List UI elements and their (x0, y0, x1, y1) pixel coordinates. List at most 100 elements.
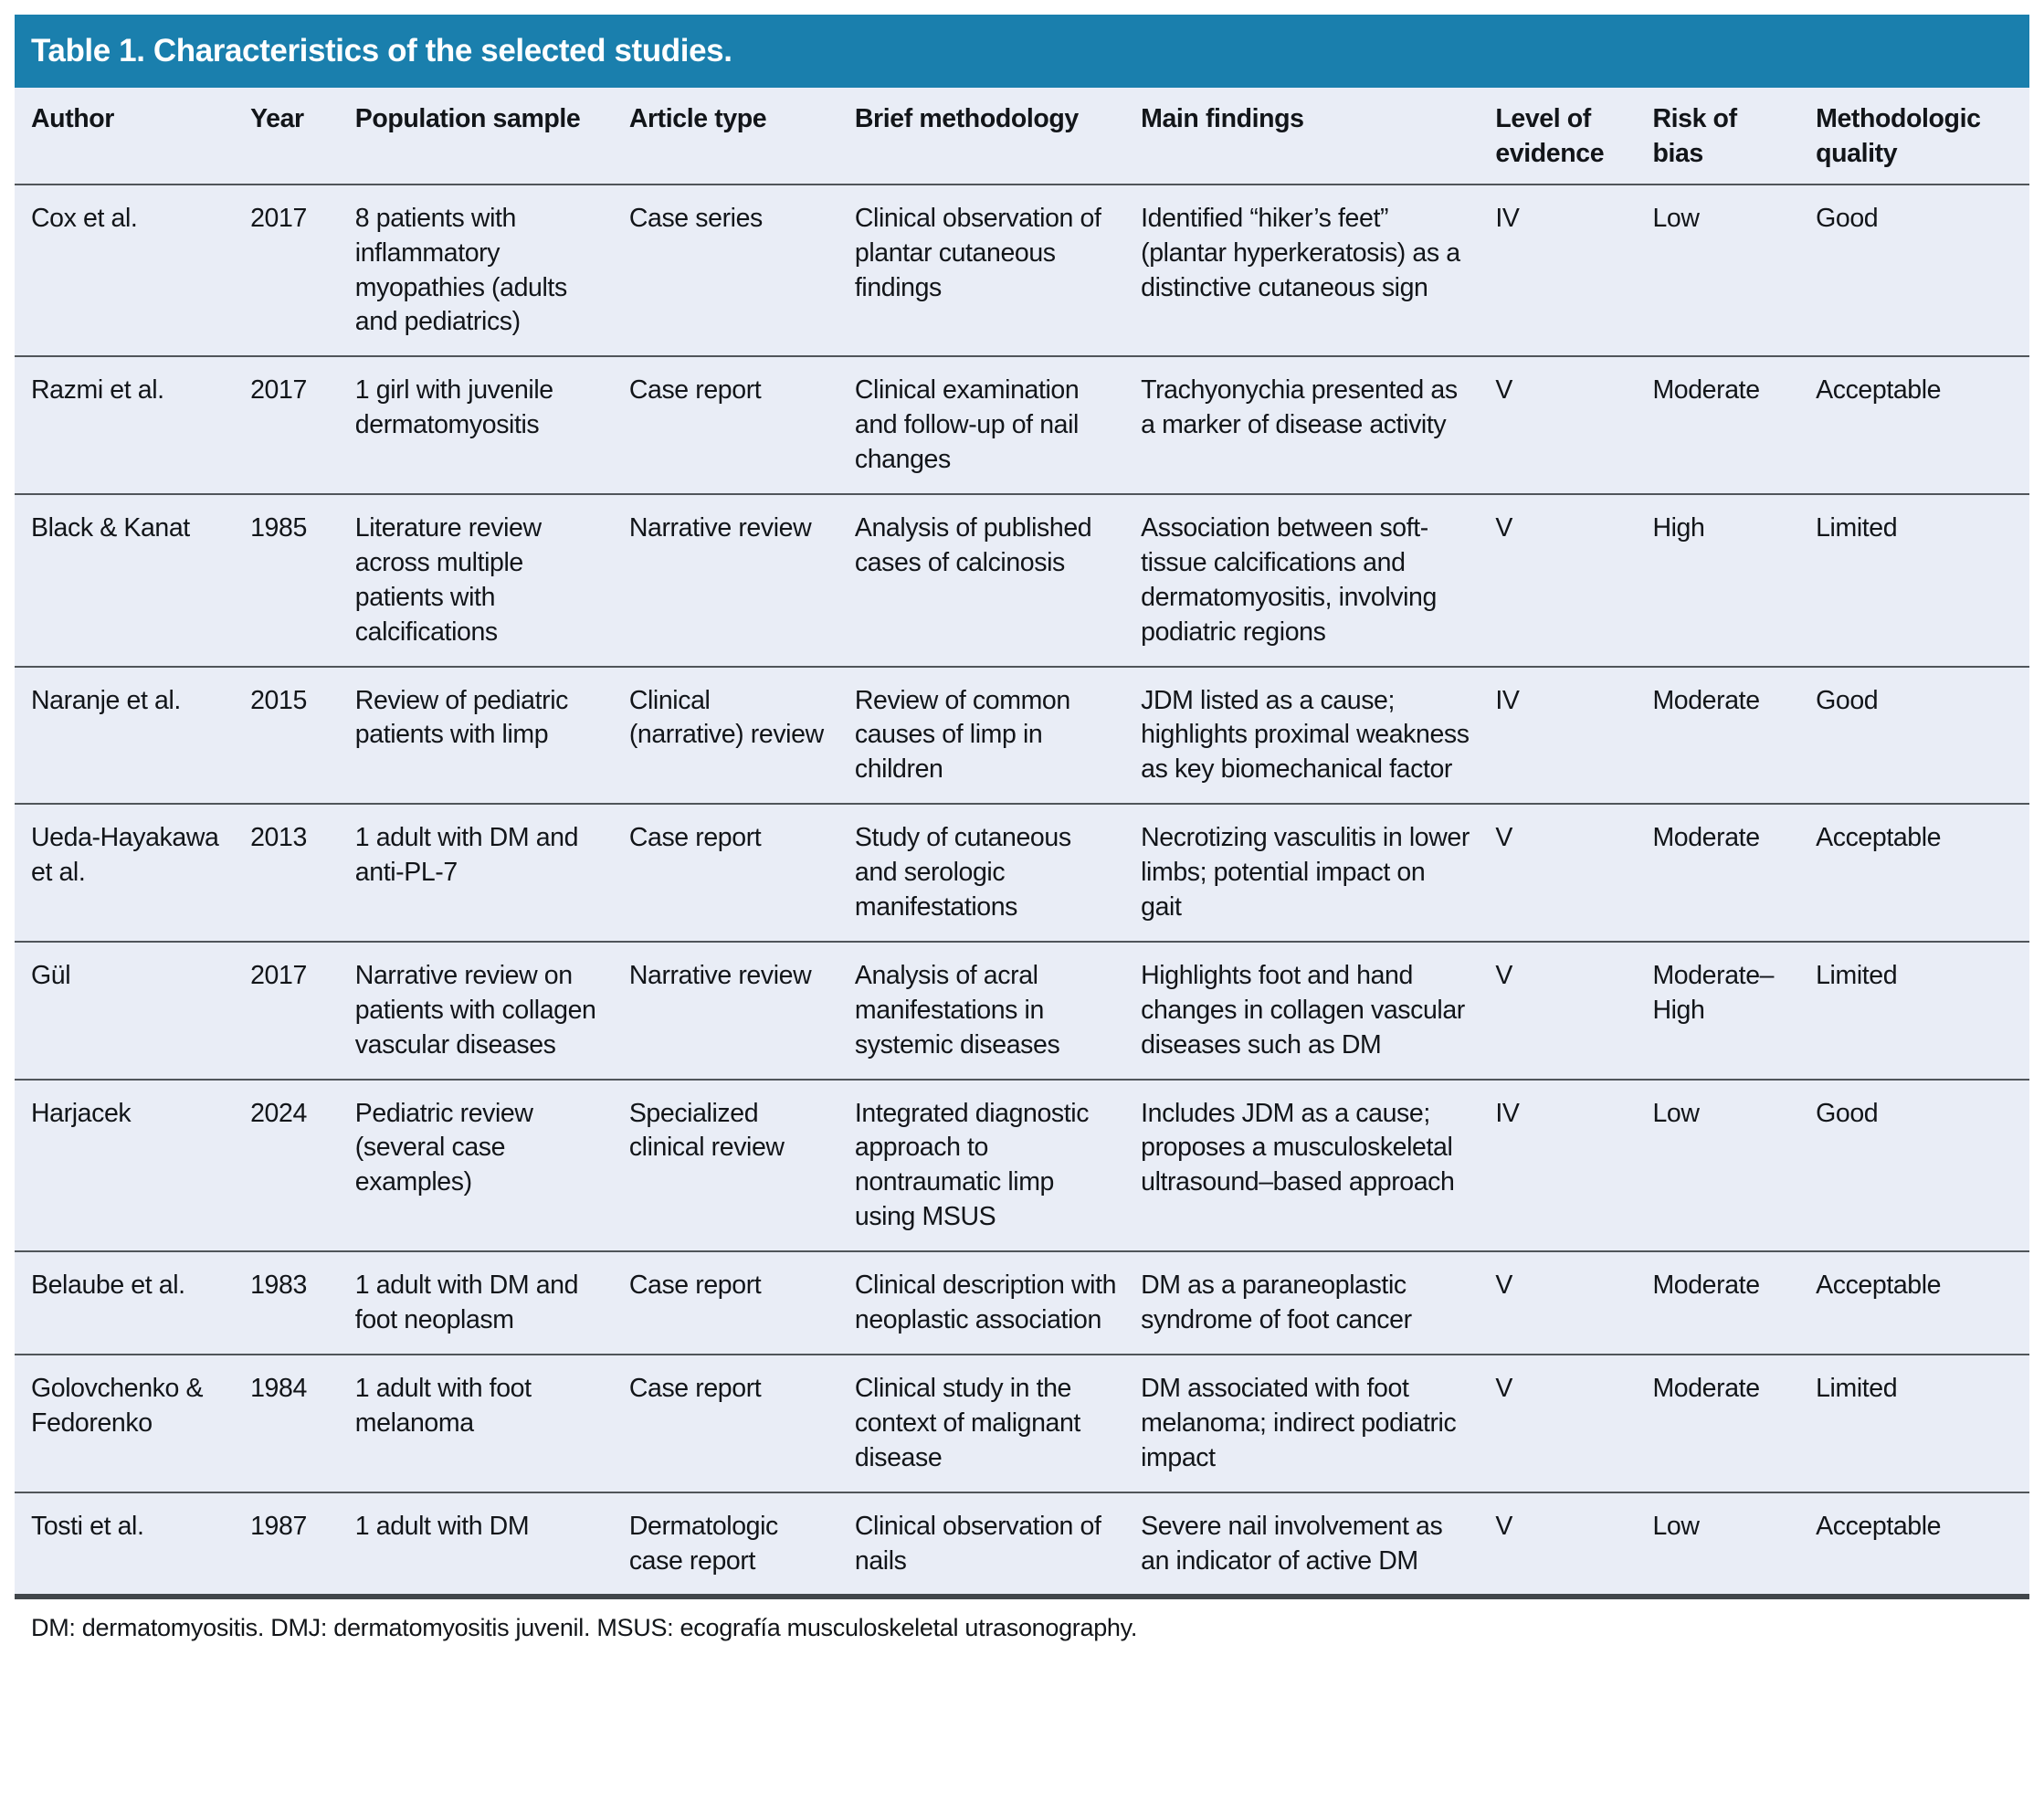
table-cell: Cox et al. (15, 184, 251, 358)
table-cell: Narrative review (628, 494, 855, 668)
table-cell: 2017 (250, 356, 355, 496)
table-cell: Case series (628, 184, 855, 358)
table-cell: Good (1816, 184, 2029, 358)
table-row: Belaube et al. 1983 1 adult with DM and fo… (15, 1251, 2029, 1355)
table-cell: Limited (1816, 941, 2029, 1081)
table-cell: Black & Kanat (15, 494, 251, 668)
table-title: Table 1. Characteristics of the selected… (15, 15, 2029, 88)
table-cell: Gül (15, 941, 251, 1081)
table-cell: 2024 (250, 1079, 355, 1253)
table-cell: 2017 (250, 941, 355, 1081)
table-cell: V (1495, 356, 1653, 496)
table-cell: Clinical description with neoplastic ass… (854, 1251, 1142, 1355)
column-header: Article type (628, 88, 855, 185)
table-cell: Necrotizing vasculitis in lower limbs; p… (1141, 804, 1496, 943)
table-cell: Highlights foot and hand changes in coll… (1141, 941, 1496, 1081)
table-cell: DM as a paraneoplastic syndrome of foot … (1141, 1251, 1496, 1355)
table-cell: Trachyonychia presented as a marker of d… (1141, 356, 1496, 496)
table-cell: High (1652, 494, 1817, 668)
table-cell: 2017 (250, 184, 355, 358)
table-cell: Limited (1816, 494, 2029, 668)
table-cell: Identified “hiker’s feet” (plantar hyper… (1141, 184, 1496, 358)
table-cell: Moderate (1652, 1354, 1817, 1493)
table-cell: Moderate–High (1652, 941, 1817, 1081)
table-cell: Case report (628, 804, 855, 943)
table-row: Naranje et al. 2015 Review of pediatric pa… (15, 666, 2029, 806)
table-cell: Analysis of published cases of calcinosi… (854, 494, 1142, 668)
table-cell: Belaube et al. (15, 1251, 251, 1355)
table-cell: Clinical study in the context of maligna… (854, 1354, 1142, 1493)
table-cell: Razmi et al. (15, 356, 251, 496)
table-row: Ueda-Hayakawa et al. 2013 1 adult with DM … (15, 804, 2029, 943)
studies-table: Author Year Population sample Article type B… (15, 88, 2029, 1600)
table-cell: JDM listed as a cause; highlights proxim… (1141, 666, 1496, 806)
table-cell: Moderate (1652, 356, 1817, 496)
table-cell: Moderate (1652, 666, 1817, 806)
table-cell: 1 adult with DM and foot neoplasm (354, 1251, 629, 1355)
table-cell: Integrated diagnostic approach to nontra… (854, 1079, 1142, 1253)
table-cell: Review of common causes of limp in child… (854, 666, 1142, 806)
table-cell: V (1495, 804, 1653, 943)
table-footnote: DM: dermatomyositis. DMJ: dermatomyositi… (31, 1614, 1138, 1642)
table-row: Cox et al. 2017 8 patients with inflammato… (15, 184, 2029, 358)
table-cell: 1 girl with juvenile dermatomyositis (354, 356, 629, 496)
table-cell: Acceptable (1816, 804, 2029, 943)
table-row: Gül 2017 Narrative review on patients with… (15, 941, 2029, 1081)
column-header: Level of evidence (1495, 88, 1653, 185)
table-row: Tosti et al. 1987 1 adult with DM Dermatolo… (15, 1492, 2029, 1600)
table-cell: Specialized clinical review (628, 1079, 855, 1253)
table-cell: Review of pediatric patients with limp (354, 666, 629, 806)
table-cell: Naranje et al. (15, 666, 251, 806)
table-cell: Golovchenko & Fedorenko (15, 1354, 251, 1493)
column-header: Year (250, 88, 355, 185)
table-cell: Ueda-Hayakawa et al. (15, 804, 251, 943)
table-cell: Clinical observation of nails (854, 1492, 1142, 1600)
table-cell: Analysis of acral manifestations in syst… (854, 941, 1142, 1081)
column-header: Risk of bias (1652, 88, 1817, 185)
table-cell: Acceptable (1816, 1251, 2029, 1355)
table-cell: 2013 (250, 804, 355, 943)
table-cell: Acceptable (1816, 1492, 2029, 1600)
table-cell: Low (1652, 1079, 1817, 1253)
table-cell: Clinical (narrative) review (628, 666, 855, 806)
table-cell: V (1495, 1251, 1653, 1355)
table-cell: Moderate (1652, 1251, 1817, 1355)
table-cell: Case report (628, 1251, 855, 1355)
table-cell: DM associated with foot melanoma; indire… (1141, 1354, 1496, 1493)
table-cell: IV (1495, 184, 1653, 358)
table-row: Harjacek 2024 Pediatric review (several ca… (15, 1079, 2029, 1253)
table-cell: 2015 (250, 666, 355, 806)
table-cell: Narrative review (628, 941, 855, 1081)
table-cell: Pediatric review (several case examples) (354, 1079, 629, 1253)
column-header: Author (15, 88, 251, 185)
table-cell: V (1495, 1492, 1653, 1600)
table-row: Razmi et al. 2017 1 girl with juvenile der… (15, 356, 2029, 496)
table-cell: 1983 (250, 1251, 355, 1355)
table-cell: Moderate (1652, 804, 1817, 943)
table-cell: Acceptable (1816, 356, 2029, 496)
table-cell: IV (1495, 666, 1653, 806)
table-cell: 1 adult with DM (354, 1492, 629, 1600)
column-header: Main findings (1141, 88, 1496, 185)
table-cell: Low (1652, 1492, 1817, 1600)
table-cell: Tosti et al. (15, 1492, 251, 1600)
table-cell: IV (1495, 1079, 1653, 1253)
table-cell: Case report (628, 356, 855, 496)
table-cell: Harjacek (15, 1079, 251, 1253)
table-cell: V (1495, 1354, 1653, 1493)
table-cell: Includes JDM as a cause; proposes a musc… (1141, 1079, 1496, 1253)
table-cell: Study of cutaneous and serologic manifes… (854, 804, 1142, 943)
table-cell: V (1495, 494, 1653, 668)
table-cell: 1985 (250, 494, 355, 668)
table-cell: V (1495, 941, 1653, 1081)
table-cell: Clinical examination and follow-up of na… (854, 356, 1142, 496)
column-header: Brief methodology (854, 88, 1142, 185)
column-header: Methodologic quality (1816, 88, 2029, 185)
table-cell: Narrative review on patients with collag… (354, 941, 629, 1081)
table-cell: Good (1816, 1079, 2029, 1253)
table-cell: 1984 (250, 1354, 355, 1493)
table-cell: 1 adult with DM and anti-PL-7 (354, 804, 629, 943)
table-cell: Limited (1816, 1354, 2029, 1493)
table-cell: Case report (628, 1354, 855, 1493)
table-cell: Dermatologic case report (628, 1492, 855, 1600)
